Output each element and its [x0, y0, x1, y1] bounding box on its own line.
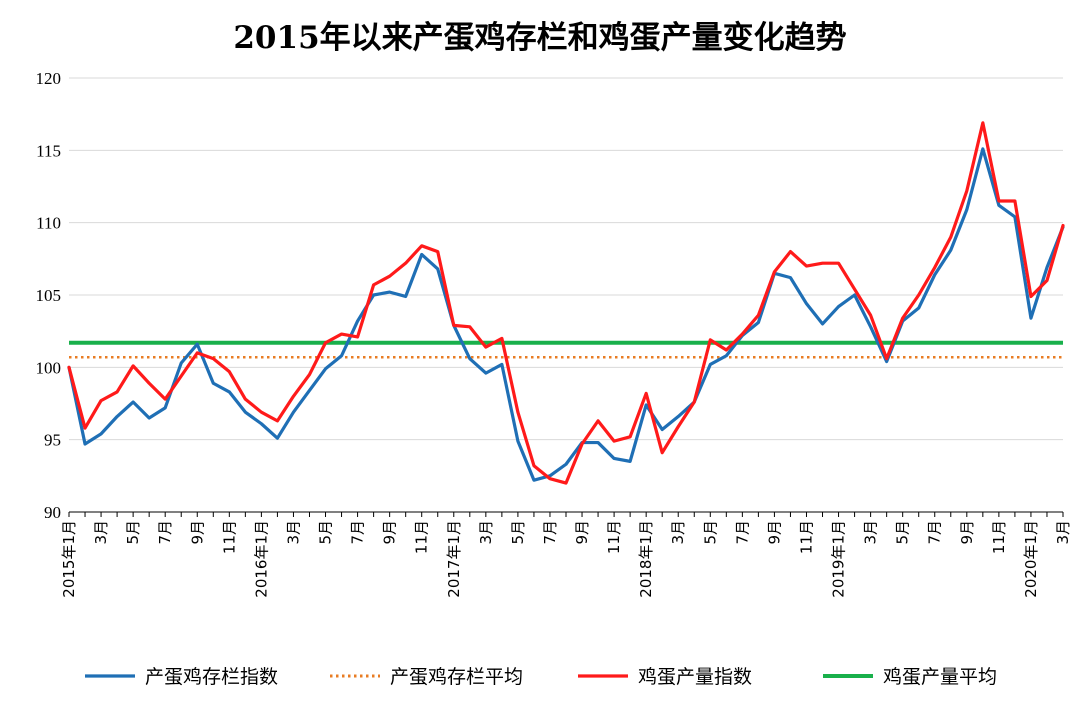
x-tick-label: 3月 [284, 520, 302, 545]
x-tick-label: 5月 [894, 520, 912, 545]
x-tick-label: 3月 [862, 520, 880, 545]
series-lines [67, 121, 1065, 485]
x-tick-label: 3月 [477, 520, 495, 545]
x-tick-label: 7月 [541, 520, 559, 545]
y-tick-label: 100 [36, 358, 62, 377]
x-tick-label: 7月 [349, 520, 367, 545]
series-line-2 [67, 121, 1065, 485]
series-line-0 [67, 147, 1065, 482]
x-tick-label: 7月 [926, 520, 944, 545]
x-tick-label: 2015年1月 [60, 520, 78, 598]
legend-label: 鸡蛋产量指数 [638, 666, 752, 688]
gridlines [69, 77, 1063, 513]
x-tick-label: 11月 [413, 520, 431, 554]
x-tick-label: 3月 [1054, 520, 1072, 545]
y-tick-label: 105 [36, 286, 62, 305]
y-axis-ticks: 90 95 100 105 110 115 120 [36, 69, 62, 522]
x-tick-label: 2018年1月 [637, 520, 655, 598]
x-tick-label: 2020年1月 [1022, 520, 1040, 598]
x-axis: 2015年1月 3月 5月 7月 9月 11月 2016年1月 3月 5月 7月 9月 11月 2017… [60, 511, 1072, 598]
x-tick-label: 9月 [958, 520, 976, 545]
legend-label: 产蛋鸡存栏平均 [390, 666, 523, 688]
y-tick-label: 120 [36, 69, 62, 88]
x-tick-label: 3月 [669, 520, 687, 545]
x-tick-label: 7月 [733, 520, 751, 545]
x-tick-label: 2017年1月 [445, 520, 463, 598]
x-tick-label: 5月 [124, 520, 142, 545]
x-tick-label: 11月 [990, 520, 1008, 554]
y-tick-label: 90 [44, 503, 61, 522]
x-tick-label: 2019年1月 [830, 520, 848, 598]
y-tick-label: 95 [44, 431, 61, 450]
x-tick-label: 11月 [605, 520, 623, 554]
x-tick-label: 9月 [765, 520, 783, 545]
x-tick-label: 2016年1月 [252, 520, 270, 598]
x-tick-label: 9月 [381, 520, 399, 545]
x-tick-label: 3月 [92, 520, 110, 545]
x-tick-label: 5月 [509, 520, 527, 545]
y-tick-label: 115 [36, 141, 61, 160]
x-tick-label: 11月 [797, 520, 815, 554]
chart-title: 2015年以来产蛋鸡存栏和鸡蛋产量变化趋势 [233, 20, 847, 56]
legend-label: 鸡蛋产量平均 [883, 666, 997, 688]
legend: 产蛋鸡存栏指数 产蛋鸡存栏平均 鸡蛋产量指数 鸡蛋产量平均 [85, 666, 997, 688]
x-tick-label: 11月 [220, 520, 238, 554]
y-tick-label: 110 [36, 214, 61, 233]
x-tick-label: 9月 [573, 520, 591, 545]
x-tick-label: 9月 [188, 520, 206, 545]
x-tick-label: 5月 [701, 520, 719, 545]
legend-label: 产蛋鸡存栏指数 [145, 666, 278, 688]
x-tick-label: 5月 [317, 520, 335, 545]
x-tick-label: 7月 [156, 520, 174, 545]
